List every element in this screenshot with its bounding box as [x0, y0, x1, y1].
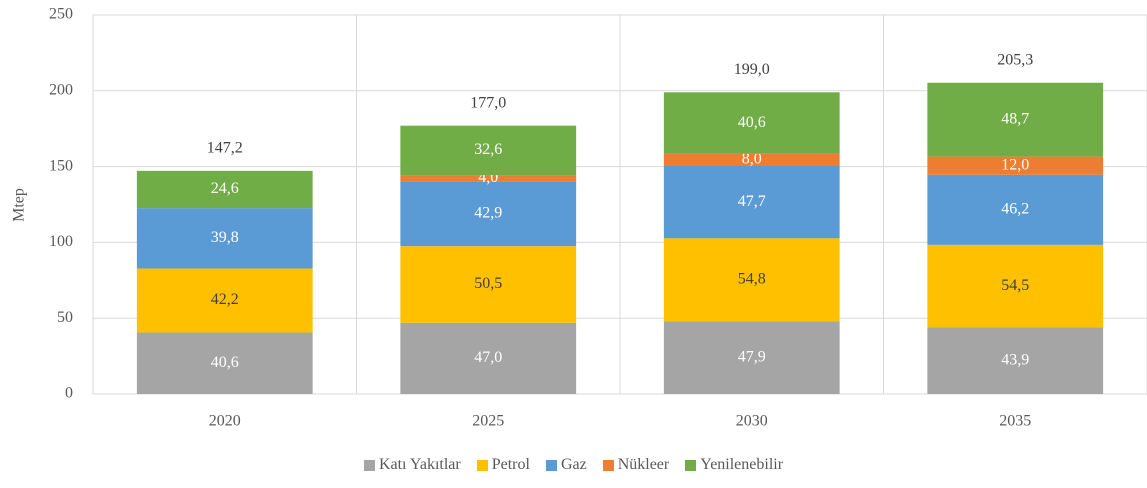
legend-item: Petrol: [476, 456, 530, 474]
legend-label: Yenilenebilir: [700, 456, 784, 473]
bar-segment: [663, 321, 840, 394]
chart: Mtep 0 50 100 150 200 250 40,6 42,2 39,8 24,6 147,…: [11, 6, 1147, 430]
bar-segment: [136, 208, 313, 269]
legend-label: Katı Yakıtlar: [378, 456, 461, 473]
bar-segment: [400, 322, 577, 394]
legend-swatch: [685, 459, 697, 471]
x-tick-label: 2030: [736, 413, 768, 430]
y-axis-label: Mtep: [11, 188, 28, 222]
bar-segment: [927, 156, 1104, 175]
y-tick-label: 250: [49, 6, 73, 23]
bar-segment: [400, 175, 577, 182]
legend-swatch: [545, 459, 557, 471]
legend-item: Gaz: [545, 456, 587, 474]
data-label: 47,9: [738, 348, 766, 365]
bar-segment: [927, 327, 1104, 394]
y-tick-label: 50: [57, 309, 73, 326]
data-label: 48,7: [1001, 110, 1029, 127]
data-label: 54,5: [1001, 277, 1029, 294]
data-label: 8,0: [742, 151, 762, 168]
total-label: 147,2: [207, 140, 243, 157]
bar-segment: [927, 174, 1104, 245]
bar-segment: [663, 92, 840, 154]
bar-segment: [663, 238, 840, 322]
total-label: 199,0: [734, 61, 770, 78]
y-tick-label: 0: [65, 385, 73, 402]
bar-segment: [136, 332, 313, 394]
data-label: 54,8: [738, 271, 766, 288]
x-tick-label: 2025: [472, 413, 504, 430]
bar-segment: [400, 246, 577, 323]
bar-segment: [927, 82, 1104, 157]
data-label: 43,9: [1001, 351, 1029, 368]
legend-swatch: [476, 459, 488, 471]
bar-segment: [927, 244, 1104, 328]
legend-item: Yenilenebilir: [685, 456, 783, 474]
y-tick-label: 200: [49, 81, 73, 98]
data-label: 40,6: [211, 354, 239, 371]
data-label: 46,2: [1001, 200, 1029, 217]
data-label: 39,8: [211, 229, 239, 246]
data-label: 47,7: [738, 193, 766, 210]
data-label: 40,6: [738, 114, 766, 131]
legend-item: Nükleer: [602, 456, 670, 474]
data-label: 24,6: [211, 180, 239, 197]
bar-segment: [400, 181, 577, 247]
bar-segment: [400, 125, 577, 176]
data-label: 42,2: [211, 291, 239, 308]
legend-item: Katı Yakıtlar: [363, 456, 461, 474]
data-label: 32,6: [474, 141, 502, 158]
bar-segment: [136, 170, 313, 209]
bar-segment: [136, 268, 313, 333]
legend-swatch: [602, 459, 614, 471]
data-label: 42,9: [474, 204, 502, 221]
total-label: 205,3: [997, 51, 1033, 68]
legend-swatch: [363, 459, 375, 471]
y-tick-label: 150: [49, 157, 73, 174]
data-label: 12,0: [1001, 156, 1029, 173]
legend-label: Petrol: [491, 456, 530, 473]
y-tick-label: 100: [49, 233, 73, 250]
bar-segment: [663, 153, 840, 166]
legend: Katı Yakıtlar Petrol Gaz Nükleer Yenilenebil…: [0, 456, 1147, 474]
legend-label: Gaz: [560, 456, 587, 473]
total-label: 177,0: [470, 94, 506, 111]
bar-segment: [663, 165, 840, 239]
x-tick-label: 2020: [209, 413, 241, 430]
legend-label: Nükleer: [617, 456, 670, 473]
data-label: 47,0: [474, 349, 502, 366]
x-tick-label: 2035: [999, 413, 1031, 430]
data-label: 50,5: [474, 275, 502, 292]
